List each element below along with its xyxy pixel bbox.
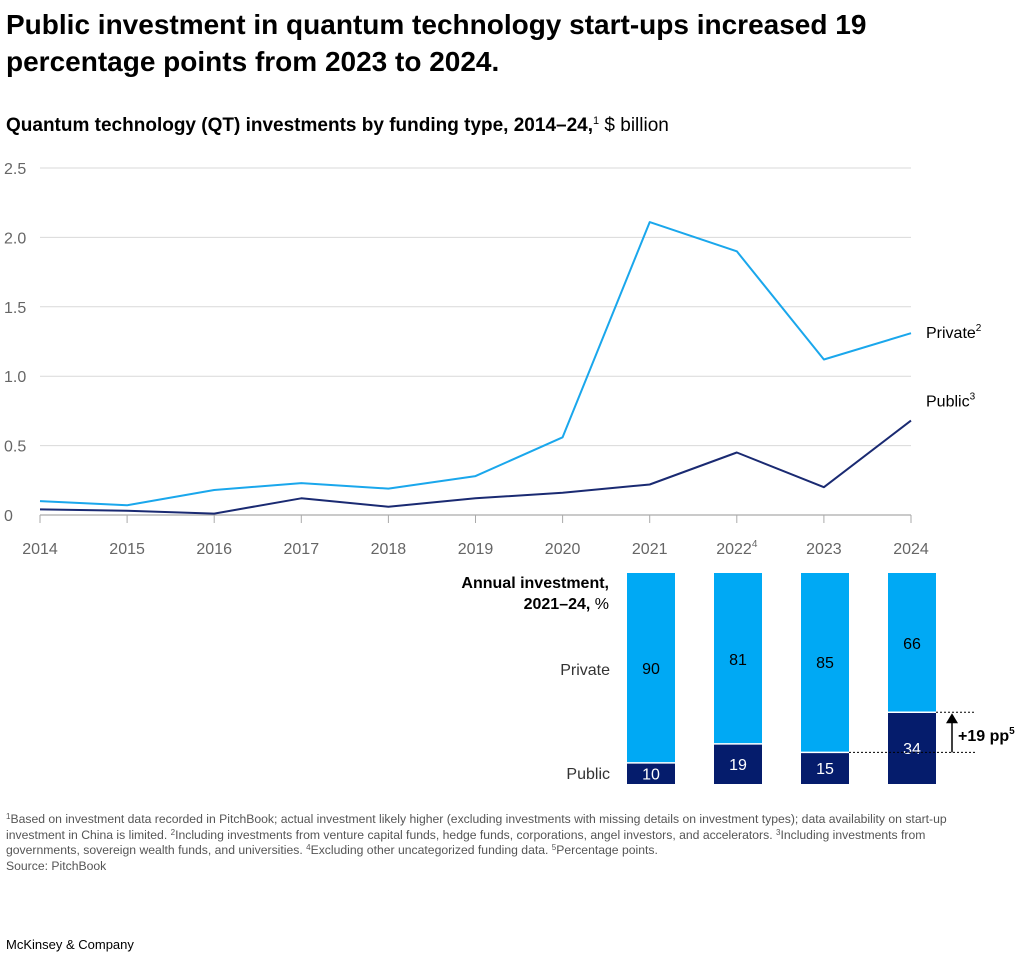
- bar-public-2024: [888, 712, 936, 784]
- footnote-marker-1: 1: [6, 812, 11, 821]
- bar-row-label-private: Private: [560, 662, 610, 679]
- footnote-marker-4: 4: [306, 843, 311, 852]
- footnote-marker-3: 3: [775, 827, 781, 837]
- bar-value-private: 81: [729, 652, 747, 669]
- chart-canvas: 0 0.5 1.0 1.5 2.0 2.5 2014 2015 2016 2017 2018 2019…: [4, 161, 1015, 784]
- footnote-marker-2: 2: [170, 827, 176, 837]
- chart-subtitle: Quantum technology (QT) investments by f…: [6, 114, 669, 138]
- bar-public-2022: [714, 743, 762, 784]
- legend-label-public: Public3: [926, 392, 976, 411]
- bar-value-public: 10: [642, 766, 660, 783]
- bar-public-2023: [801, 752, 849, 784]
- x-tick-label: 2018: [371, 541, 407, 558]
- bar-chart-title-line2: 2021–24, %: [524, 596, 609, 613]
- legend-label-private: Private2: [926, 323, 982, 342]
- footnote-marker-5: 5: [551, 843, 557, 852]
- x-tick-label: 2021: [632, 541, 668, 558]
- bar-private-2022: [714, 573, 762, 744]
- brand-logo-text: McKinsey & Company: [6, 937, 134, 952]
- bar-chart-title: Annual investment,: [461, 575, 609, 592]
- annotation-arrow-head: [946, 713, 958, 724]
- bar-value-public: 34: [903, 741, 921, 758]
- y-tick-label: 2.0: [4, 230, 26, 247]
- bar-private-2024: [888, 573, 936, 713]
- source-line: Source: PitchBook: [6, 858, 107, 873]
- y-tick-label: 1.5: [4, 300, 26, 317]
- y-tick-label: 1.0: [4, 369, 26, 386]
- footnotes: 1Based on investment data recorded in Pi…: [6, 812, 996, 874]
- y-tick-label: 0.5: [4, 439, 26, 456]
- footnote-4: Excluding other uncategorized funding da…: [310, 843, 552, 857]
- bar-row-label-public: Public: [566, 766, 610, 783]
- x-tick-label: 2017: [284, 541, 320, 558]
- x-tick-label: 2020: [545, 541, 581, 558]
- bar-private-2021: [627, 573, 675, 763]
- chart-title: Quantum technology (QT) investments by f…: [6, 115, 593, 136]
- x-tick-label: 2019: [458, 541, 494, 558]
- series-line-private: [39, 221, 912, 507]
- series-line-public: [39, 419, 912, 515]
- chart-title-footnote-marker: 1: [593, 115, 600, 127]
- footnote-text: 1Based on investment data recorded in Pi…: [6, 812, 996, 859]
- y-tick-label: 2.5: [4, 161, 26, 178]
- y-tick-label: 0: [4, 508, 13, 525]
- footnote-5: Percentage points.: [556, 843, 658, 857]
- x-tick-label: 2015: [109, 541, 145, 558]
- annotation-label: +19 pp5: [958, 726, 1015, 745]
- bar-public-2021: [627, 762, 675, 784]
- x-tick-label: 2016: [196, 541, 232, 558]
- bar-value-public: 15: [816, 761, 834, 778]
- footnote-3: Including investments from governments, …: [6, 827, 926, 858]
- page-title: Public investment in quantum technology …: [6, 9, 867, 77]
- bar-value-private: 66: [903, 636, 921, 653]
- x-tick-label: 2023: [806, 541, 842, 558]
- footnote-1: Based on investment data recorded in Pit…: [6, 812, 947, 842]
- x-tick-label: 2024: [893, 541, 929, 558]
- x-tick-label: 2014: [22, 541, 58, 558]
- footnote-2: Including investments from venture capit…: [175, 827, 776, 842]
- chart-unit: $ billion: [599, 115, 669, 136]
- x-tick-label: 20224: [716, 539, 758, 558]
- bar-value-public: 19: [729, 757, 747, 774]
- bar-value-private: 90: [642, 661, 660, 678]
- bar-value-private: 85: [816, 655, 834, 672]
- bar-private-2023: [801, 573, 849, 753]
